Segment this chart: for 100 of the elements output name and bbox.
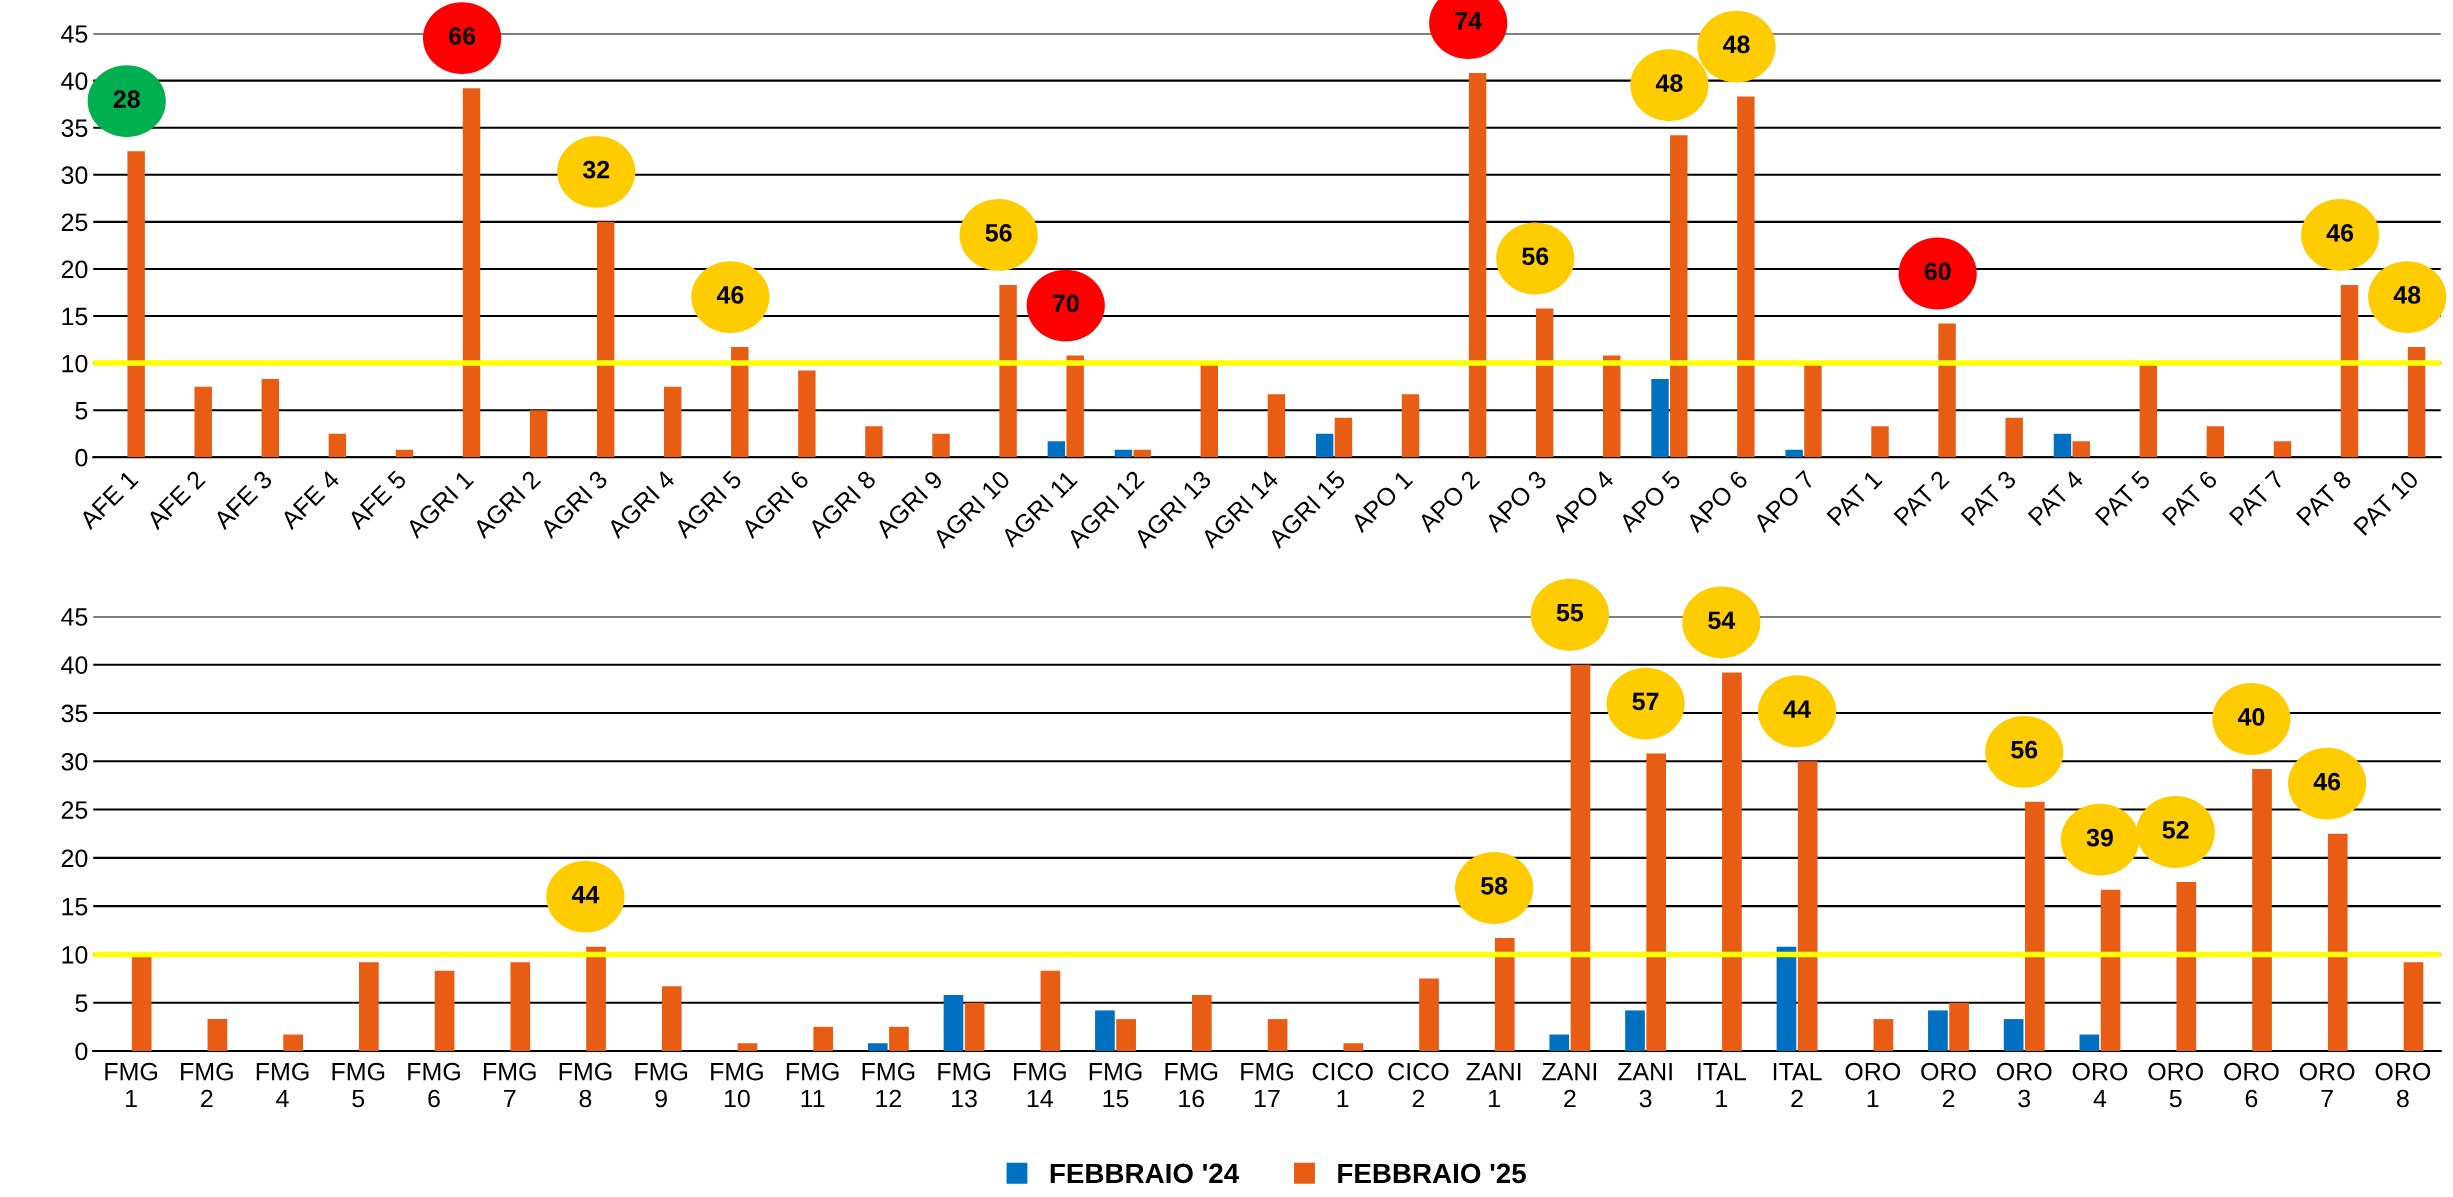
y-tick-label: 35 [61, 119, 88, 137]
bar [1200, 363, 1219, 458]
bar [2252, 769, 2272, 1051]
bar [1267, 394, 1286, 458]
bar [1625, 1010, 1645, 1051]
x-tick-label: ORO 4 [2072, 1062, 2128, 1108]
bar [1804, 363, 1822, 458]
x-tick-label: PAT 5 [2094, 469, 2152, 527]
bar [1928, 1010, 1948, 1051]
bar [131, 954, 152, 1051]
x-tick-label: ITAL 2 [1773, 1062, 1822, 1108]
y-tick-label: 25 [61, 801, 88, 819]
bar [1670, 135, 1688, 458]
bar [1468, 73, 1487, 458]
bar [1570, 664, 1591, 1051]
bar [1603, 355, 1621, 458]
bar [1785, 449, 1803, 458]
y-tick-label: 5 [75, 994, 88, 1012]
annotation: 58 [1481, 877, 1508, 895]
x-tick-label: ZANI 1 [1466, 1062, 1521, 1108]
x-tick-label: FMG 16 [1165, 1062, 1218, 1108]
bar [1535, 308, 1554, 458]
bar [2273, 441, 2292, 458]
bar [1419, 978, 1439, 1051]
annotation: 56 [985, 223, 1012, 242]
bar [1797, 761, 1818, 1051]
y-tick-label: 15 [62, 307, 88, 326]
annotation: 56 [1522, 247, 1549, 266]
bar [328, 433, 347, 458]
bar [462, 88, 481, 458]
annotation: 48 [1722, 35, 1750, 54]
x-tick-label: FMG 9 [635, 1062, 688, 1108]
bar [867, 1043, 888, 1051]
bar [1066, 355, 1084, 458]
x-tick-label: ZANI 3 [1617, 1062, 1672, 1108]
bar [1133, 449, 1151, 458]
y-tick-label: 25 [61, 213, 88, 232]
bar [2003, 1019, 2024, 1051]
annotation: 46 [2326, 223, 2354, 242]
x-tick-label: FMG 13 [938, 1062, 990, 1108]
bar [434, 970, 455, 1051]
x-tick-label: ZANI 2 [1542, 1062, 1597, 1108]
x-tick-label: ORO 5 [2148, 1062, 2203, 1108]
bar [1401, 394, 1420, 458]
bar [395, 449, 414, 458]
x-tick-label: PAT 2 [1893, 469, 1950, 526]
bar [2327, 833, 2348, 1051]
annotation: 48 [2393, 286, 2421, 304]
annotation: 46 [2313, 772, 2341, 791]
x-tick-label: ORO 2 [1921, 1062, 1976, 1108]
bar [1871, 426, 1889, 458]
bar [2340, 284, 2359, 458]
bar [1116, 1019, 1136, 1051]
x-tick-label: PAT 1 [1826, 469, 1883, 526]
bar [586, 946, 606, 1051]
y-tick-label: 40 [61, 656, 88, 675]
annotation: 55 [1556, 604, 1584, 622]
x-tick-label: PAT 3 [1960, 469, 2017, 527]
bar [1095, 1010, 1115, 1051]
legend-label: FEBBRAIO '24 [1050, 1163, 1240, 1184]
bar [1873, 1019, 1894, 1051]
x-tick-label: PAT 6 [2161, 469, 2219, 527]
x-tick-label: ORO 7 [2299, 1062, 2355, 1108]
bar [731, 347, 749, 458]
x-tick-label: FMG 5 [332, 1062, 385, 1108]
x-tick-label: ORO 1 [1845, 1062, 1901, 1108]
bar [1938, 323, 1956, 458]
bar [2100, 889, 2121, 1051]
bar [2072, 441, 2090, 458]
y-tick-label: 45 [61, 25, 88, 43]
bar [1722, 672, 1742, 1051]
bar [1047, 441, 1066, 458]
bar [2139, 363, 2158, 458]
bar [1737, 96, 1755, 458]
annotation: 28 [113, 90, 140, 108]
x-tick-label: FMG 4 [256, 1062, 309, 1108]
annotation: 74 [1455, 12, 1482, 30]
bar [261, 379, 279, 458]
y-tick-label: 45 [61, 608, 88, 626]
bar [1646, 753, 1667, 1051]
x-tick-label: FMG 7 [483, 1062, 536, 1108]
bar [889, 1026, 909, 1051]
bar [283, 1034, 303, 1051]
bar [1494, 937, 1515, 1051]
bar [943, 994, 964, 1051]
annotation: 70 [1052, 294, 1079, 313]
bar [1776, 946, 1797, 1051]
bar [2176, 881, 2197, 1051]
annotation: 44 [571, 885, 600, 904]
bar [2053, 433, 2072, 458]
bar [1040, 970, 1061, 1051]
y-tick-label: 35 [61, 704, 88, 723]
bar [813, 1026, 834, 1051]
y-tick-label: 30 [61, 166, 88, 185]
annotation: 66 [449, 27, 476, 45]
y-tick-label: 40 [61, 72, 88, 90]
x-tick-label: PAT 10 [2353, 469, 2420, 536]
annotation: 52 [2162, 821, 2189, 839]
bar [661, 986, 682, 1051]
bar [1949, 1002, 1969, 1051]
